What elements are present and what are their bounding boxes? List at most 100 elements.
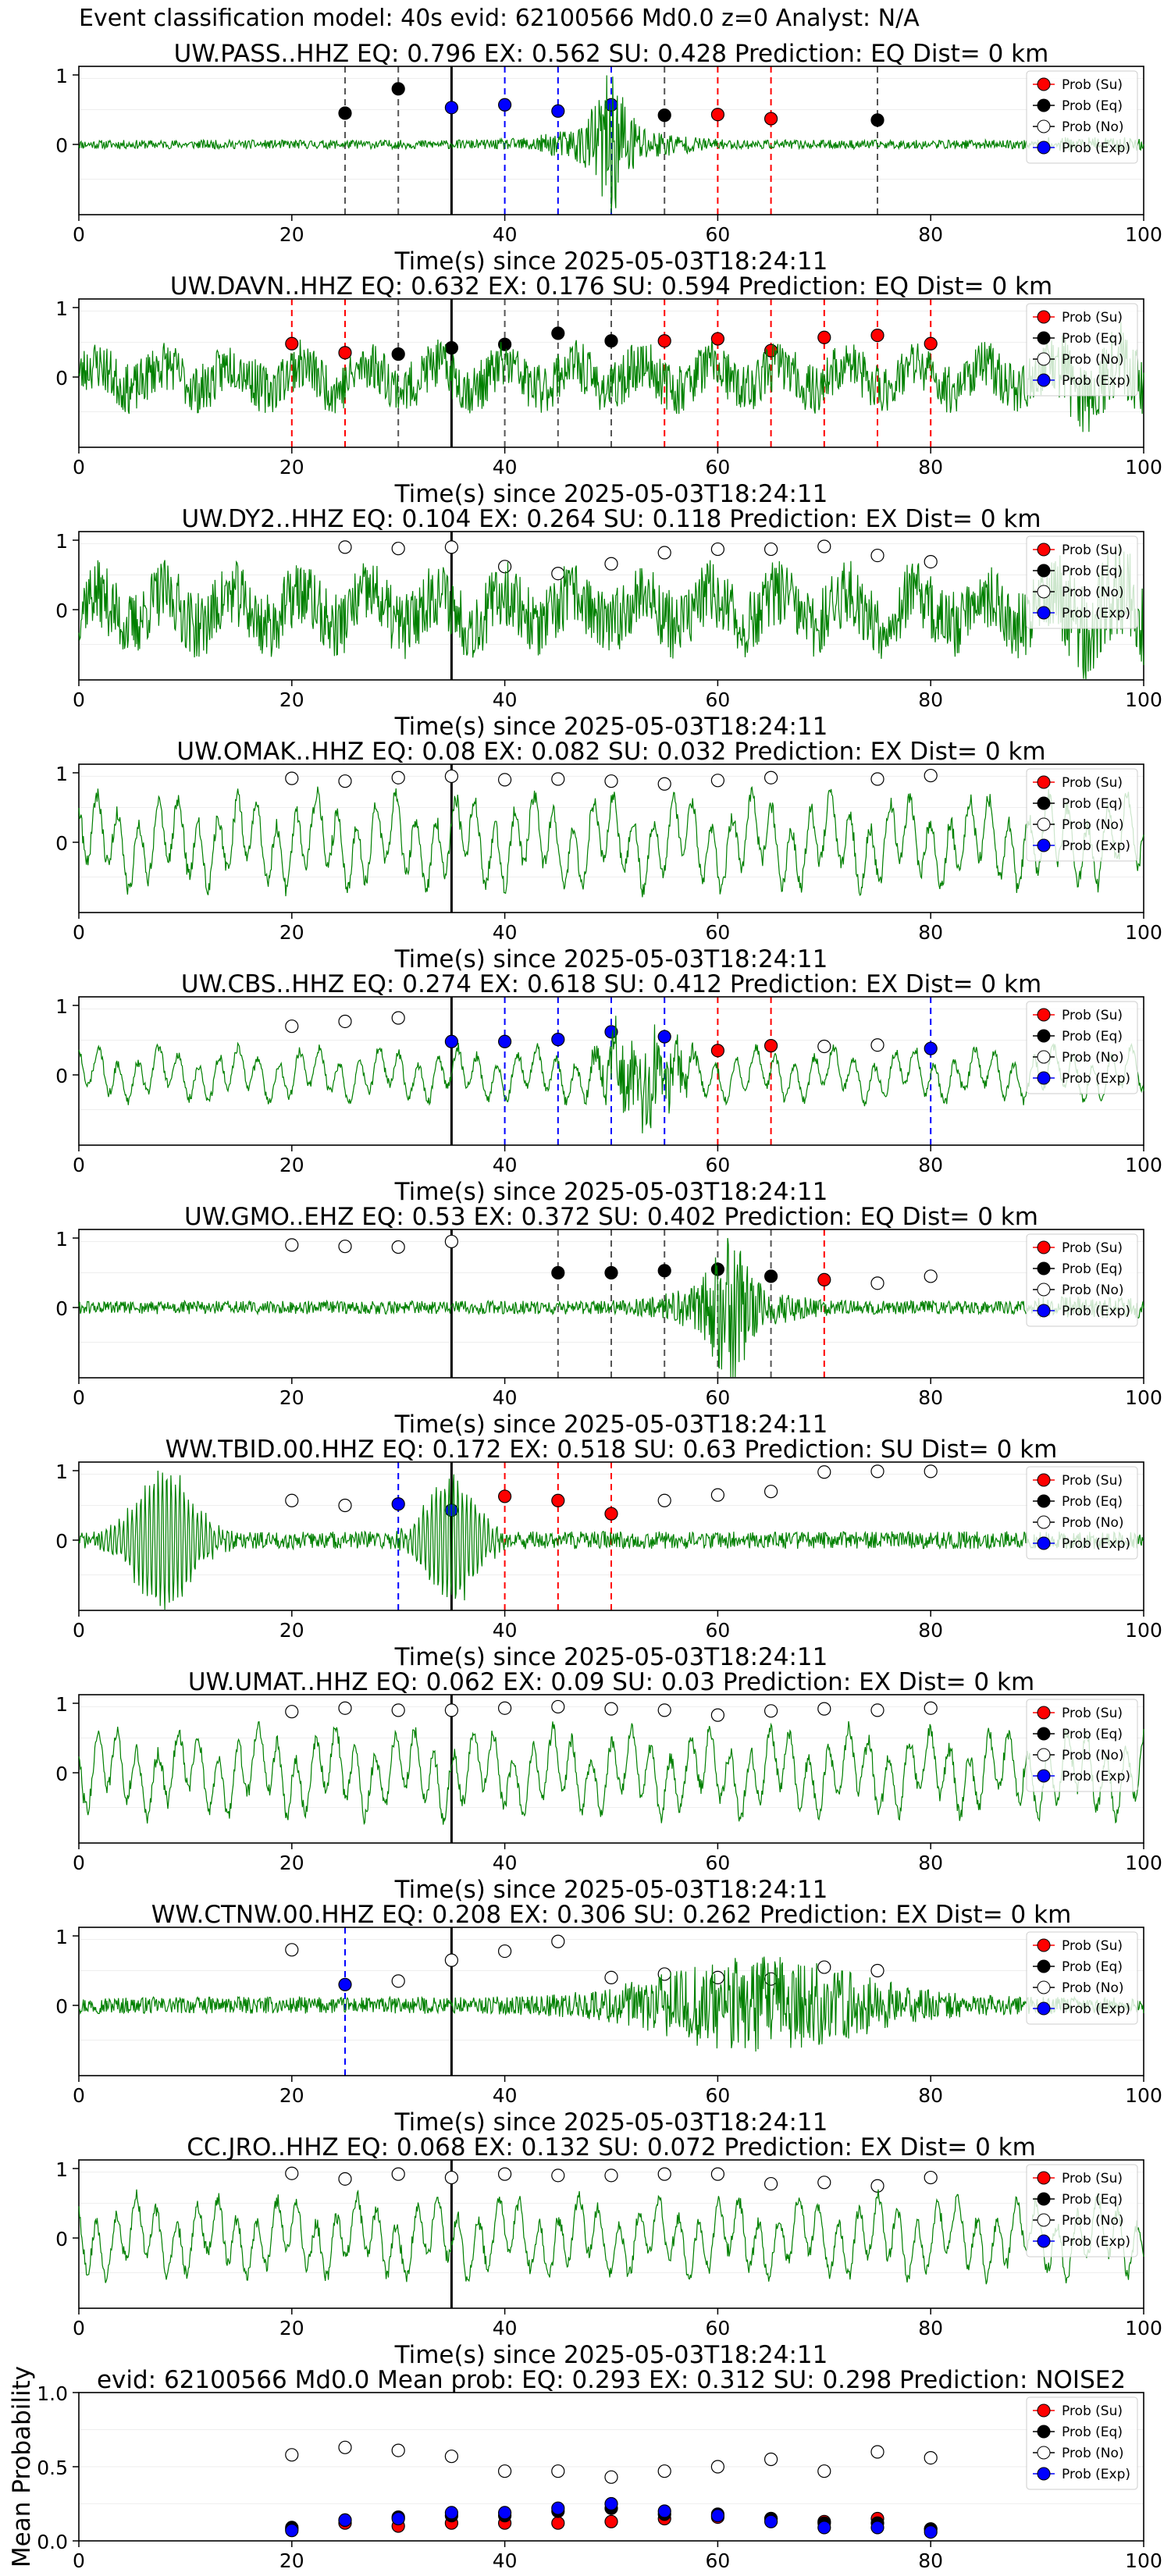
prob-marker (551, 104, 565, 118)
prob-marker (338, 1701, 352, 1715)
x-tick-label: 100 (1125, 921, 1162, 944)
prob-marker (604, 1265, 618, 1280)
prob-marker (817, 1272, 831, 1287)
legend-label: Prob (No) (1062, 352, 1124, 368)
legend-label: Prob (Eq) (1062, 796, 1123, 812)
legend-marker (1037, 1473, 1051, 1487)
legend-label: Prob (Eq) (1062, 564, 1123, 579)
legend-label: Prob (Exp) (1062, 373, 1130, 389)
legend-label: Prob (Su) (1062, 775, 1123, 791)
prob-marker (657, 2167, 671, 2181)
x-tick-label: 0 (73, 223, 85, 246)
panel-10: evid: 62100566 Md0.0 Mean prob: EQ: 0.29… (8, 2366, 1162, 2572)
prob-marker (285, 1238, 299, 1252)
legend-box (1026, 70, 1138, 164)
x-axis-label: Time(s) since 2025-05-03T18:24:11 (394, 945, 828, 973)
axes-frame (78, 2159, 1144, 2309)
x-tick-label: 20 (279, 1852, 304, 1874)
x-tick-label: 0 (73, 1386, 85, 1409)
legend-box (1026, 1931, 1138, 2025)
prob-marker (338, 106, 352, 120)
prob-marker (444, 1234, 459, 1249)
prob-marker (657, 1030, 671, 1044)
y-tick-label: 0.5 (37, 2457, 68, 2479)
prob-marker (444, 2170, 459, 2185)
prob-marker (817, 1039, 831, 1054)
legend-label: Prob (Su) (1062, 1008, 1123, 1023)
panel-title: UW.PASS..HHZ EQ: 0.796 EX: 0.562 SU: 0.4… (174, 40, 1049, 68)
y-tick-label: 1 (55, 2158, 68, 2181)
legend-label: Prob (Exp) (1062, 606, 1130, 621)
legend-label: Prob (Exp) (1062, 1769, 1130, 1784)
x-tick-label: 0 (73, 2549, 85, 2572)
prob-marker (817, 1960, 831, 1974)
prob-marker (338, 1014, 352, 1029)
x-tick-label: 20 (279, 1154, 304, 1176)
legend-label: Prob (Su) (1062, 2171, 1123, 2186)
waveform-trace-0 (78, 75, 1144, 213)
prob-marker (604, 1970, 618, 1984)
x-tick-label: 20 (279, 688, 304, 711)
legend-label: Prob (Su) (1062, 2403, 1123, 2419)
y-tick-label: 1.0 (37, 2382, 68, 2405)
x-tick-label: 40 (493, 1852, 518, 1874)
y-tick-label: 0 (55, 1763, 68, 1785)
prob-marker (497, 1034, 512, 1048)
panel-1: UW.DAVN..HHZ EQ: 0.632 EX: 0.176 SU: 0.5… (55, 272, 1162, 508)
prob-marker (870, 2179, 884, 2193)
y-tick-label: 0.0 (37, 2531, 68, 2553)
legend-marker (1037, 141, 1051, 155)
prob-marker (657, 109, 671, 123)
legend-marker (1037, 2403, 1051, 2418)
legend-label: Prob (Eq) (1062, 1727, 1123, 1742)
legend-0: Prob (Su) Prob (Eq) Prob (No) Prob (Exp) (1026, 70, 1138, 164)
prob-marker (285, 1943, 299, 1957)
legend-marker (1037, 1029, 1051, 1043)
prob-marker (285, 1019, 299, 1034)
legend-marker (1037, 1769, 1051, 1783)
legend-marker (1037, 775, 1051, 789)
panel-title: UW.DY2..HHZ EQ: 0.104 EX: 0.264 SU: 0.11… (181, 505, 1041, 533)
panel-6: WW.TBID.00.HHZ EQ: 0.172 EX: 0.518 SU: 0… (55, 1436, 1162, 1671)
mean-prob-point (817, 2521, 831, 2535)
legend-marker (1037, 1494, 1051, 1508)
legend-label: Prob (Eq) (1062, 2192, 1123, 2208)
prob-marker (391, 2167, 405, 2181)
prob-marker (924, 1701, 938, 1715)
legend-marker (1037, 2467, 1051, 2481)
mean-prob-point (444, 2506, 459, 2520)
prob-marker (391, 1240, 405, 1254)
x-tick-label: 80 (918, 456, 943, 479)
y-tick-label: 0 (55, 1297, 68, 1320)
prob-marker (444, 1503, 459, 1517)
mean-prob-point (763, 2514, 778, 2528)
prob-marker (391, 542, 405, 556)
x-tick-label: 40 (493, 223, 518, 246)
axes-frame (78, 1927, 1144, 2076)
y-tick-label: 1 (55, 1461, 68, 1483)
x-tick-label: 40 (493, 1619, 518, 1642)
legend-marker (1037, 331, 1051, 345)
prob-marker (497, 1701, 512, 1715)
prob-marker (444, 1034, 459, 1048)
x-tick-label: 0 (73, 2084, 85, 2107)
prob-marker (338, 1240, 352, 1254)
prob-marker (285, 1493, 299, 1507)
legend-label: Prob (Eq) (1062, 1261, 1123, 1277)
legend-marker (1037, 1283, 1051, 1297)
prob-marker (497, 1489, 512, 1503)
panel-8: WW.CTNW.00.HHZ EQ: 0.208 EX: 0.306 SU: 0… (55, 1901, 1162, 2137)
prob-marker (604, 1702, 618, 1716)
prob-marker (763, 542, 778, 557)
legend-label: Prob (No) (1062, 1748, 1124, 1763)
mean-prob-point (924, 2525, 938, 2539)
legend-box (1026, 1233, 1138, 1327)
legend-box (1026, 535, 1138, 629)
prob-marker (763, 1485, 778, 1499)
prob-marker (551, 1033, 565, 1047)
legend-marker (1037, 796, 1051, 810)
x-tick-label: 60 (705, 223, 730, 246)
legend-label: Prob (Exp) (1062, 1071, 1130, 1087)
legend-label: Prob (Su) (1062, 310, 1123, 326)
